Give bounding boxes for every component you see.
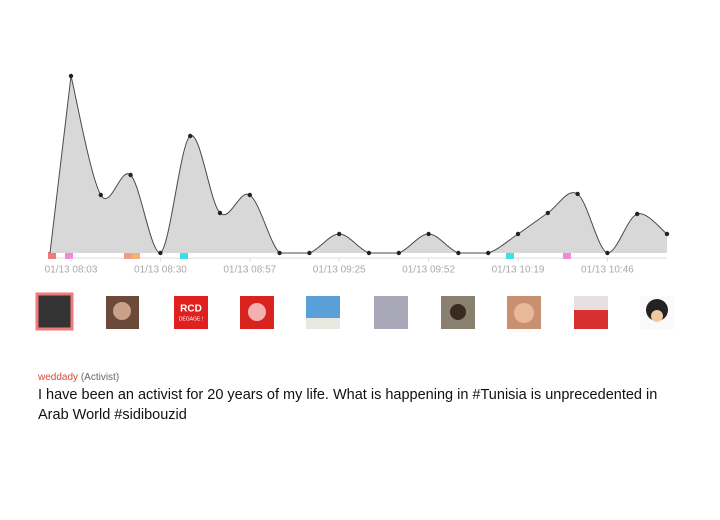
data-point [98, 192, 104, 198]
data-point [68, 73, 74, 79]
data-point [277, 250, 282, 256]
avatar-subtext: DÉGAGE ! [179, 315, 203, 322]
event-marker [506, 252, 514, 259]
avatar-face [450, 304, 466, 320]
avatar-face [113, 302, 131, 320]
event-marker [180, 252, 188, 259]
data-point [635, 211, 640, 217]
data-point [366, 250, 372, 256]
event-marker [132, 252, 140, 259]
avatar [374, 296, 408, 329]
event-marker [563, 252, 571, 259]
event-marker [124, 252, 132, 259]
x-tick-label: 01/13 10:46 [581, 265, 634, 276]
data-point [188, 133, 193, 139]
data-point [217, 210, 223, 216]
data-point [515, 231, 521, 237]
area [50, 76, 667, 253]
x-tick-label: 01/13 08:03 [45, 265, 98, 276]
data-point [664, 231, 670, 237]
avatar-text: RCD [180, 304, 202, 315]
x-tick-label: 01/13 09:25 [313, 265, 366, 276]
avatar-rose [248, 303, 266, 321]
tweet-role: (Activist) [80, 372, 120, 383]
data-point [396, 250, 401, 256]
data-point [456, 250, 461, 256]
data-point [307, 250, 312, 256]
tweet-text: I have been an activist for 20 years of … [38, 387, 658, 423]
avatar-flag [574, 310, 608, 329]
event-markers [48, 252, 571, 259]
data-point [247, 192, 252, 198]
data-point [337, 231, 342, 237]
data-point [158, 250, 163, 256]
data-point [426, 231, 431, 237]
area-line [49, 75, 668, 254]
avatar [174, 296, 208, 329]
event-marker [48, 252, 56, 259]
avatars: RCD DÉGAGE ! [35, 292, 674, 331]
tweet-user: weddady [38, 372, 79, 383]
data-point [545, 210, 550, 216]
data-point [486, 250, 491, 256]
avatar-face [514, 303, 534, 323]
data-point [128, 172, 133, 178]
timeline-chart: RCD DÉGAGE ! 01/13 08:03 01/13 08:30 01/13… [35, 73, 674, 331]
x-tick-label: 01/13 08:57 [223, 265, 276, 276]
data-point [575, 191, 580, 197]
data-point [605, 250, 610, 256]
avatar-ground [306, 318, 340, 329]
avatar [35, 292, 74, 331]
x-tick-label: 01/13 10:19 [492, 265, 545, 276]
x-tick-label: 01/13 09:52 [402, 265, 455, 276]
avatar-face [651, 310, 663, 322]
x-tick-label: 01/13 08:30 [134, 265, 187, 276]
tweet-meta: weddady (Activist) [38, 372, 119, 383]
event-marker [65, 252, 73, 259]
